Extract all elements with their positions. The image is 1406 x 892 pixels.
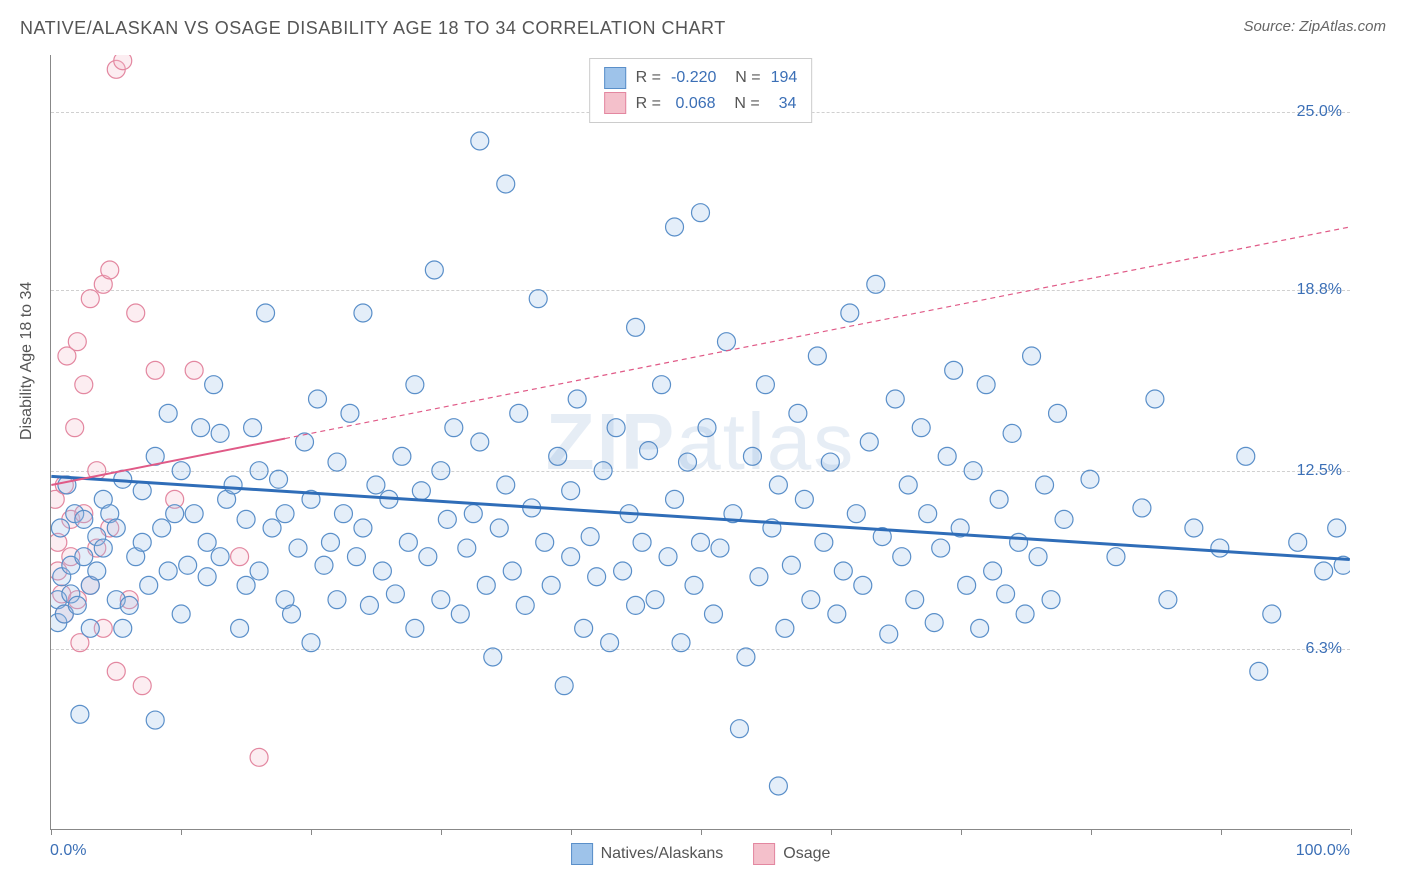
- x-tick: [1091, 829, 1092, 835]
- swatch-natives: [571, 843, 593, 865]
- scatter-points-layer: [51, 55, 1350, 829]
- legend-item-osage: Osage: [753, 843, 830, 865]
- legend-label-natives: Natives/Alaskans: [601, 845, 724, 863]
- x-tick: [701, 829, 702, 835]
- x-tick: [1351, 829, 1352, 835]
- legend-row-natives: R = -0.220 N = 194: [604, 65, 798, 91]
- x-tick: [311, 829, 312, 835]
- x-tick: [961, 829, 962, 835]
- plot-area: ZIPatlas R = -0.220 N = 194 R = 0.068 N …: [50, 55, 1350, 830]
- y-axis-title: Disability Age 18 to 34: [18, 282, 36, 440]
- x-axis-min-label: 0.0%: [50, 842, 86, 860]
- x-tick: [571, 829, 572, 835]
- swatch-osage: [753, 843, 775, 865]
- x-tick: [441, 829, 442, 835]
- x-tick: [831, 829, 832, 835]
- correlation-legend: R = -0.220 N = 194 R = 0.068 N = 34: [589, 58, 813, 123]
- swatch-natives: [604, 67, 626, 89]
- x-tick: [1221, 829, 1222, 835]
- legend-label-osage: Osage: [783, 845, 830, 863]
- legend-row-osage: R = 0.068 N = 34: [604, 91, 798, 117]
- swatch-osage: [604, 92, 626, 114]
- series-legend: Natives/Alaskans Osage: [571, 843, 831, 865]
- x-tick: [181, 829, 182, 835]
- x-tick: [51, 829, 52, 835]
- chart-title: NATIVE/ALASKAN VS OSAGE DISABILITY AGE 1…: [20, 18, 726, 38]
- legend-item-natives: Natives/Alaskans: [571, 843, 724, 865]
- source-attribution: Source: ZipAtlas.com: [1243, 18, 1386, 35]
- x-axis-max-label: 100.0%: [1296, 842, 1350, 860]
